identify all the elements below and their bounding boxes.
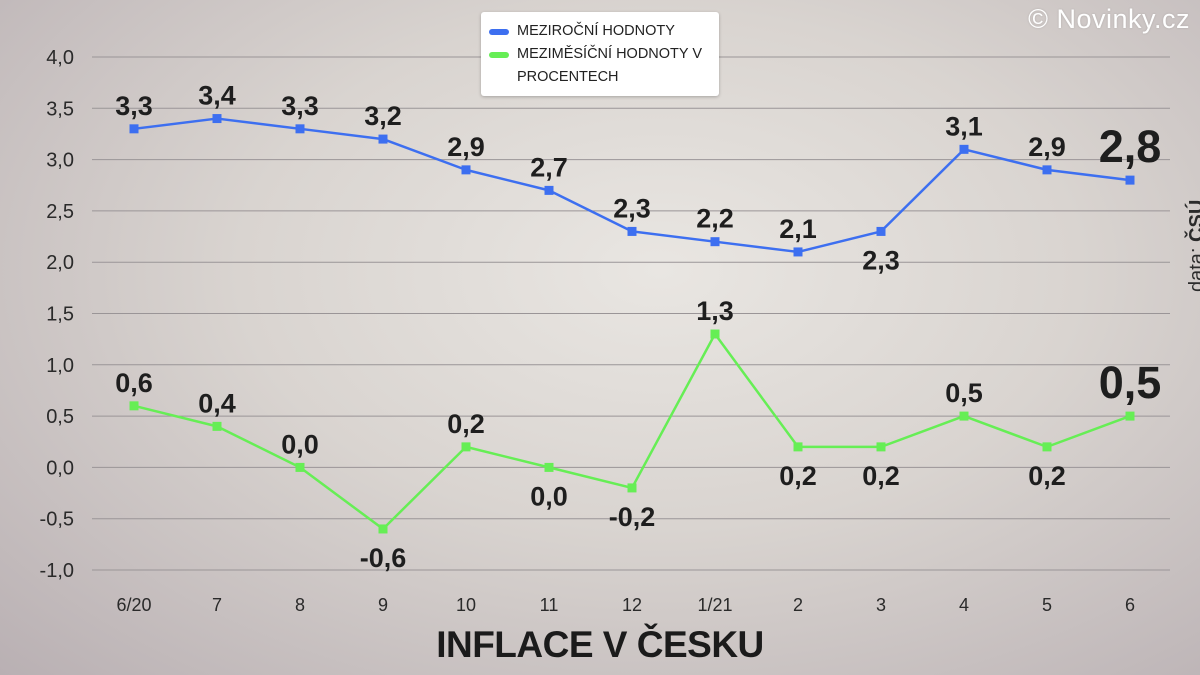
data-point (710, 237, 720, 247)
data-point (544, 185, 554, 195)
data-point (959, 411, 969, 421)
x-tick-label: 11 (540, 595, 559, 615)
data-point (129, 124, 139, 134)
data-label: 3,2 (364, 101, 402, 131)
data-point (129, 401, 139, 411)
x-tick-label: 1/21 (697, 595, 732, 615)
data-label: 2,2 (696, 204, 734, 234)
x-tick-label: 10 (456, 595, 476, 615)
x-tick-label: 8 (295, 595, 305, 615)
x-tick-label: 6/20 (116, 595, 151, 615)
source-name: ČSÚ (1186, 199, 1200, 242)
x-tick-label: 4 (959, 595, 969, 615)
y-tick-label: 0,5 (46, 406, 74, 428)
data-label: 0,2 (779, 461, 817, 491)
x-tick-label: 9 (378, 595, 388, 615)
data-point (461, 165, 471, 175)
y-tick-label: 1,0 (46, 355, 74, 377)
data-label: 0,5 (1099, 357, 1162, 408)
source-prefix: data: (1186, 247, 1200, 292)
data-point (876, 442, 886, 452)
data-point (295, 462, 305, 472)
x-tick-label: 7 (212, 595, 222, 615)
data-point (1125, 175, 1135, 185)
data-label: 2,7 (530, 152, 568, 182)
data-label: 2,8 (1099, 121, 1162, 172)
y-tick-label: 2,5 (46, 201, 74, 223)
x-tick-label: 2 (793, 595, 803, 615)
data-point (212, 114, 222, 124)
data-label: 2,3 (862, 245, 900, 275)
series-lines (129, 114, 1135, 534)
data-point (793, 442, 803, 452)
data-point (627, 483, 637, 493)
data-point (461, 442, 471, 452)
data-label: 2,3 (613, 193, 651, 223)
legend-swatch-yoy (489, 29, 509, 35)
legend-swatch-mom (489, 52, 509, 58)
data-point (212, 421, 222, 431)
data-label: 0,6 (115, 368, 153, 398)
data-label: 1,3 (696, 296, 734, 326)
y-tick-label: -1,0 (40, 560, 74, 582)
data-point (378, 134, 388, 144)
data-labels: 3,3 3,4 3,3 3,2 2,9 2,7 2,3 2,2 2,1 2,3 3,1 2,9 2,8 0… (115, 81, 1161, 573)
data-label: 0,2 (862, 461, 900, 491)
chart-title: INFLACE V ČESKU (436, 624, 764, 665)
x-tick-label: 6 (1125, 595, 1135, 615)
data-label: 0,0 (530, 481, 568, 511)
y-tick-label: 3,0 (46, 150, 74, 172)
x-tick-label: 3 (876, 595, 886, 615)
source-credit: data: ČSÚ (1186, 200, 1200, 292)
legend-entry-yoy: MEZIROČNÍ HODNOTY (489, 20, 711, 43)
data-point (378, 524, 388, 534)
data-point (710, 329, 720, 339)
data-point (544, 462, 554, 472)
data-label: 3,3 (115, 91, 153, 121)
x-tick-label: 12 (622, 595, 642, 615)
data-label: 3,4 (198, 81, 236, 111)
data-point (1125, 411, 1135, 421)
y-tick-label: 3,5 (46, 98, 74, 120)
y-tick-label: -0,5 (40, 509, 74, 531)
legend-label-yoy: MEZIROČNÍ HODNOTY (517, 23, 675, 39)
data-label: 3,1 (945, 111, 983, 141)
y-tick-label: 0,0 (46, 457, 74, 479)
y-axis-ticks: -1,0 -0,5 0,0 0,5 1,0 1,5 2,0 2,5 3,0 3,5 4,0 (40, 47, 74, 582)
legend: MEZIROČNÍ HODNOTY MEZIMĚSÍČNÍ HODNOTY V … (481, 12, 719, 96)
gridlines (92, 56, 1170, 571)
data-point (627, 226, 637, 236)
data-label: -0,2 (609, 502, 656, 532)
data-point (295, 124, 305, 134)
x-tick-label: 5 (1042, 595, 1052, 615)
data-point (793, 247, 803, 257)
data-label: 0,0 (281, 429, 319, 459)
legend-entry-mom: MEZIMĚSÍČNÍ HODNOTY V PROCENTECH (489, 43, 711, 89)
y-tick-label: 2,0 (46, 252, 74, 274)
data-point (1042, 165, 1052, 175)
x-axis-ticks: 6/20 7 8 9 10 11 12 1/21 2 3 4 5 6 (116, 595, 1135, 615)
data-point (1042, 442, 1052, 452)
data-label: 2,9 (447, 132, 485, 162)
data-label: 3,3 (281, 91, 319, 121)
data-point (876, 226, 886, 236)
data-label: 0,5 (945, 378, 983, 408)
data-point (959, 144, 969, 154)
y-tick-label: 4,0 (46, 47, 74, 69)
data-label: 2,1 (779, 214, 817, 244)
brand-watermark: © Novinky.cz (1028, 4, 1190, 34)
data-label: 0,4 (198, 388, 236, 418)
y-tick-label: 1,5 (46, 304, 74, 326)
data-label: 2,9 (1028, 132, 1066, 162)
data-label: 0,2 (447, 409, 485, 439)
data-label: -0,6 (360, 543, 407, 573)
legend-label-mom: MEZIMĚSÍČNÍ HODNOTY V PROCENTECH (517, 46, 703, 85)
data-label: 0,2 (1028, 461, 1066, 491)
